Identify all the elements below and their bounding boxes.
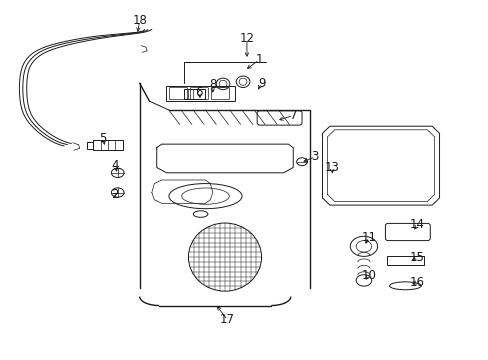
Text: 2: 2 bbox=[111, 188, 119, 201]
Text: 8: 8 bbox=[209, 78, 216, 91]
Text: 9: 9 bbox=[257, 77, 265, 90]
Text: 7: 7 bbox=[289, 109, 296, 122]
Text: 3: 3 bbox=[311, 150, 318, 163]
Text: 4: 4 bbox=[111, 159, 119, 172]
Text: 1: 1 bbox=[255, 53, 263, 66]
Text: 14: 14 bbox=[409, 218, 424, 231]
Text: 6: 6 bbox=[195, 86, 203, 99]
Text: 18: 18 bbox=[132, 14, 147, 27]
Text: 5: 5 bbox=[99, 132, 106, 145]
Text: 13: 13 bbox=[324, 161, 339, 174]
Text: 16: 16 bbox=[409, 276, 424, 289]
Text: 15: 15 bbox=[409, 251, 424, 264]
Text: 12: 12 bbox=[239, 32, 254, 45]
Text: 10: 10 bbox=[361, 269, 375, 282]
Text: 17: 17 bbox=[220, 313, 234, 327]
Text: 11: 11 bbox=[361, 231, 376, 244]
